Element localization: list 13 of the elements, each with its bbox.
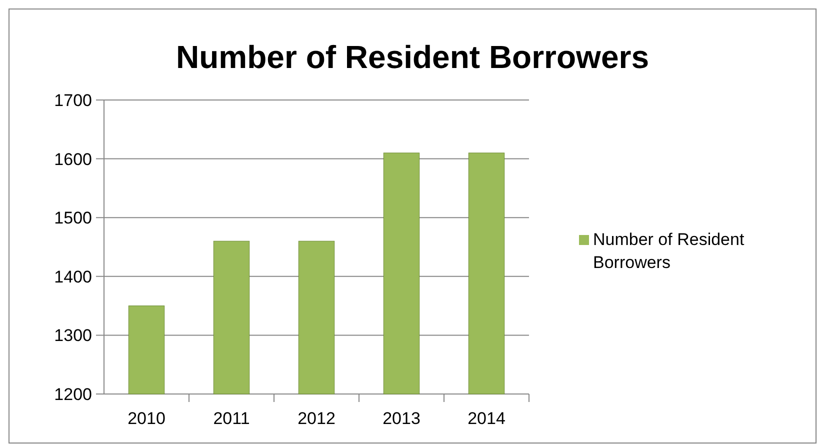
y-tick-label: 1700 [54, 90, 92, 110]
x-tick-label: 2014 [468, 409, 506, 428]
y-tick-label: 1400 [54, 267, 92, 286]
x-tick-label: 2011 [213, 409, 250, 428]
y-tick-label: 1200 [54, 384, 92, 404]
y-tick-label: 1500 [54, 208, 92, 228]
y-tick-label: 1300 [54, 326, 92, 346]
chart-title: Number of Resident Borrowers [176, 39, 649, 75]
y-tick-label: 1600 [54, 150, 92, 169]
x-tick-label: 2012 [298, 409, 336, 428]
x-tick-label: 2013 [382, 409, 420, 428]
x-tick-label: 2010 [128, 409, 166, 428]
legend-label: Number of Resident Borrowers [593, 230, 744, 272]
